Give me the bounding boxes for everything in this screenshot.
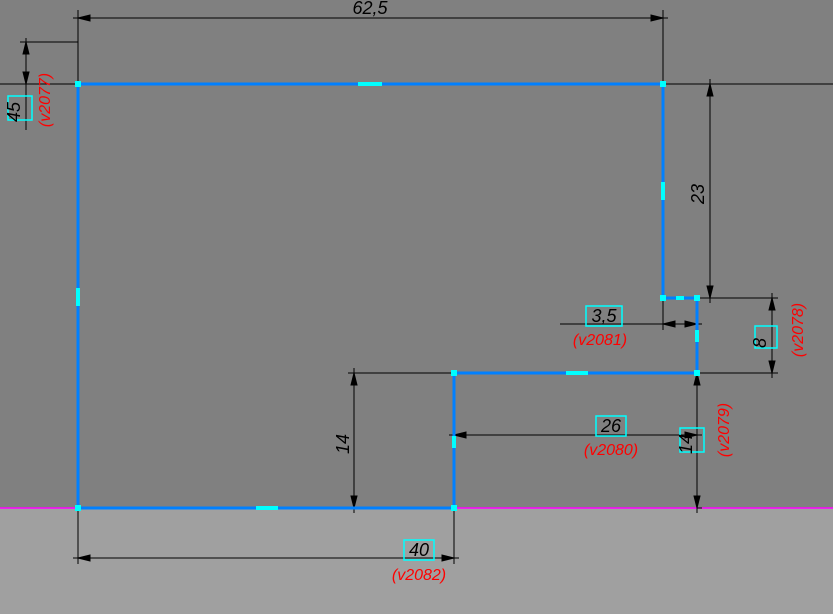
dim-45-value: 45 — [4, 101, 24, 122]
dim-top-value: 62,5 — [352, 0, 388, 18]
dim-26-var: (v2080) — [584, 442, 638, 459]
dim-40-var: (v2082) — [392, 567, 446, 584]
dim-3_5-value: 3,5 — [591, 306, 617, 326]
dim-8-value: 8 — [750, 338, 770, 348]
dim-45-var: (v2077) — [37, 73, 54, 127]
cad-sketch-canvas: 62,5 23 8 (v2078) 3,5 (v2081) 26 (v2080)… — [0, 0, 833, 614]
dim-14l-value: 14 — [333, 434, 353, 454]
dim-14r-var: (v2079) — [716, 403, 733, 457]
dim-26-value: 26 — [600, 416, 622, 436]
dim-8-var: (v2078) — [790, 303, 807, 357]
ground-fill — [0, 508, 833, 614]
dim-3_5-var: (v2081) — [573, 332, 627, 349]
dim-23-value: 23 — [688, 184, 708, 205]
dim-40-value: 40 — [409, 540, 429, 560]
dim-14r-value: 14 — [676, 434, 696, 454]
